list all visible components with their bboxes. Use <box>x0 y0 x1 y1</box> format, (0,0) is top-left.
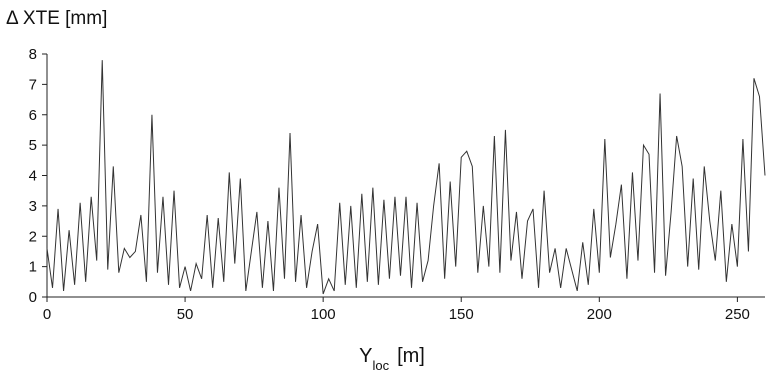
x-label-sub: loc <box>372 358 389 373</box>
x-tick-label: 50 <box>177 306 194 323</box>
x-label-main: Y <box>359 345 372 367</box>
y-tick-label: 4 <box>29 168 37 185</box>
x-tick-label: 100 <box>311 306 336 323</box>
x-tick-label: 200 <box>587 306 612 323</box>
y-tick-label: 8 <box>29 46 37 63</box>
y-tick-label: 2 <box>29 228 37 245</box>
y-tick-label: 1 <box>29 259 37 276</box>
y-tick-label: 0 <box>29 289 37 306</box>
x-tick-label: 150 <box>449 306 474 323</box>
data-line <box>46 60 766 295</box>
x-axis-label: Yloc [m] <box>359 345 425 373</box>
y-tick-label: 6 <box>29 107 37 124</box>
x-tick-label: 0 <box>43 306 51 323</box>
y-tick-label: 7 <box>29 76 37 93</box>
x-tick-label: 250 <box>725 306 750 323</box>
x-label-unit: [m] <box>397 345 425 367</box>
y-tick-label: 3 <box>29 198 37 215</box>
y-tick-label: 5 <box>29 137 37 154</box>
y-axis-label: Δ XTE [mm] <box>6 8 107 29</box>
